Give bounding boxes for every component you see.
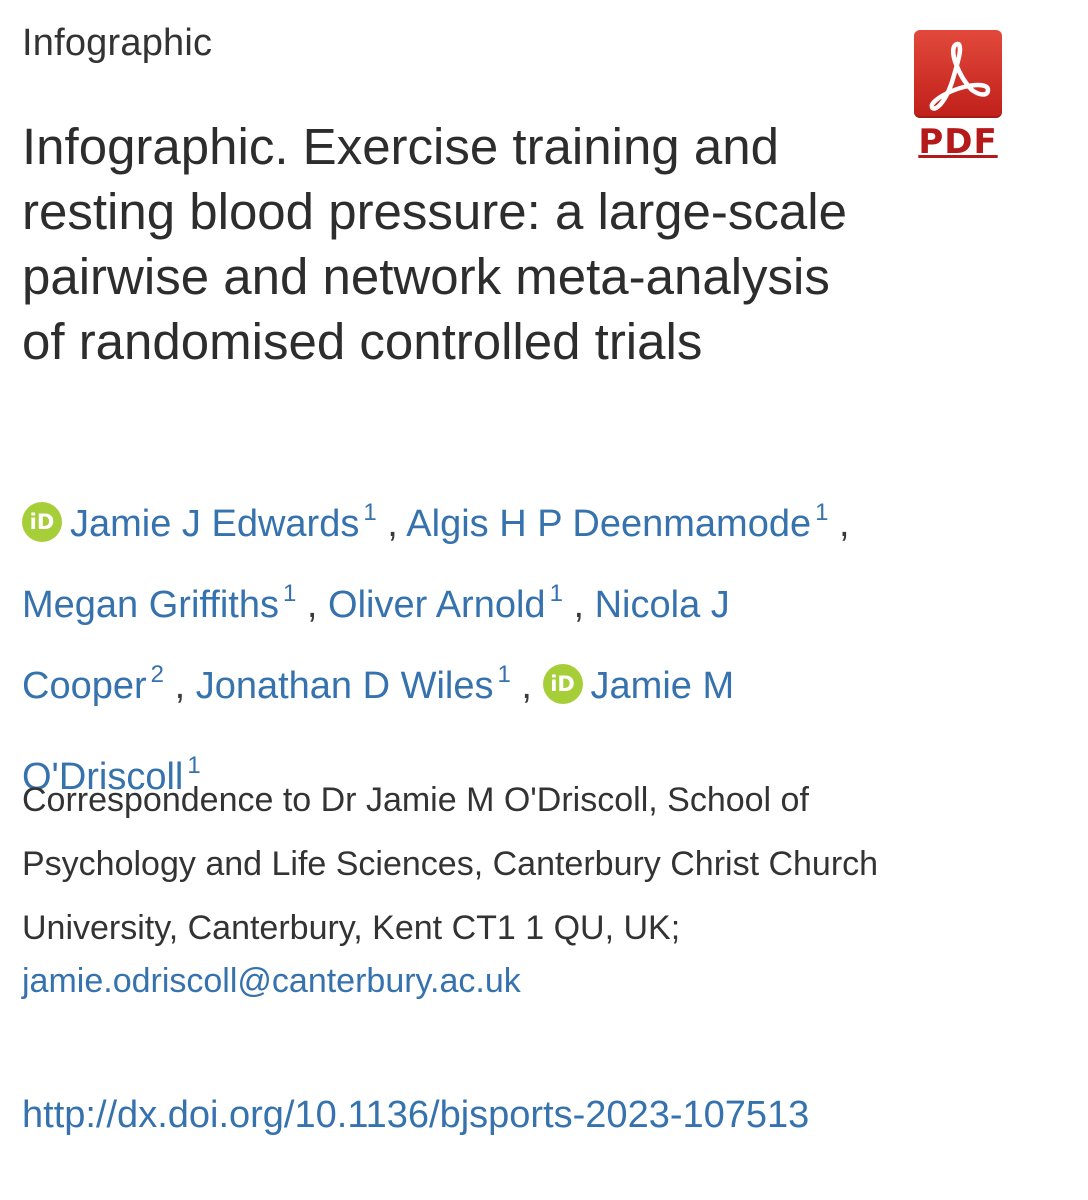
pdf-download-link[interactable]: PDF <box>912 30 1004 162</box>
author-link[interactable]: O'Driscoll <box>22 756 184 798</box>
author-link[interactable]: Nicola J <box>594 584 730 626</box>
pdf-icon <box>914 30 1002 118</box>
affiliation-marker[interactable]: 1 <box>187 752 201 779</box>
article-title: Infographic. Exercise training and resti… <box>22 118 847 370</box>
correspondence-text: Correspondence to Dr Jamie M O'Driscoll,… <box>22 781 879 947</box>
author-line: Cooper 2 , Jonathan D Wiles 1 , iD Jamie M <box>22 661 735 707</box>
author-line: iD Jamie J Edwards 1 , Algis H P Deenmamod… <box>22 478 922 559</box>
author-link[interactable]: Jonathan D Wiles <box>195 665 494 707</box>
correspondence-email-link[interactable]: jamie.odriscoll@canterbury.ac.uk <box>22 962 521 1000</box>
orcid-icon[interactable]: iD <box>22 502 62 542</box>
affiliation-marker[interactable]: 1 <box>549 580 563 607</box>
author-line: O'Driscoll 1 <box>22 731 922 812</box>
affiliation-marker[interactable]: 1 <box>363 499 377 526</box>
author-link[interactable]: Jamie J Edwards <box>70 503 360 545</box>
doi-link[interactable]: http://dx.doi.org/10.1136/bjsports-2023-… <box>22 1094 810 1136</box>
orcid-icon[interactable]: iD <box>542 664 583 704</box>
author-link[interactable]: Megan Griffiths <box>22 584 279 626</box>
author-link[interactable]: Jamie M <box>590 665 735 707</box>
author-link[interactable]: Oliver Arnold <box>328 584 546 626</box>
author-line: Megan Griffiths 1 , Oliver Arnold 1 , Nico… <box>22 580 730 626</box>
affiliation-marker[interactable]: 1 <box>497 661 511 688</box>
affiliation-marker[interactable]: 1 <box>815 499 829 526</box>
affiliation-marker[interactable]: 2 <box>150 661 164 688</box>
author-link[interactable]: Cooper <box>22 665 147 707</box>
author-list: iD Jamie J Edwards 1 , Algis H P Deenmamod… <box>22 478 922 812</box>
affiliation-marker[interactable]: 1 <box>282 580 297 607</box>
pdf-label: PDF <box>918 122 998 162</box>
author-link[interactable]: Algis H P Deenmamode <box>406 503 812 545</box>
section-label: Infographic <box>22 22 213 64</box>
